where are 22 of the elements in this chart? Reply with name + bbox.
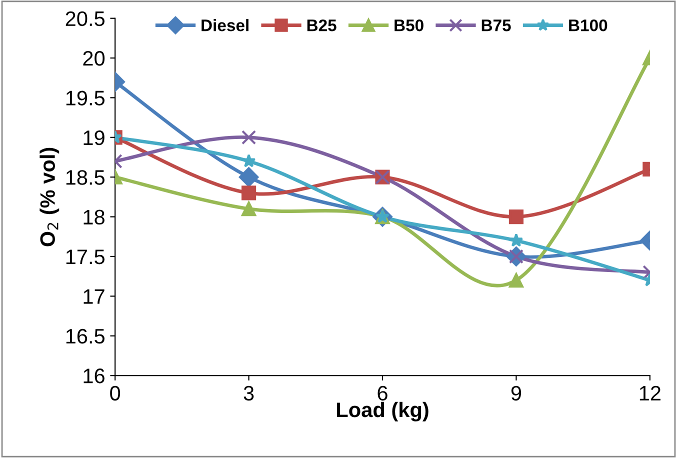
y-tick-label: 16.5 — [66, 328, 104, 344]
y-tick-label: 18 — [84, 210, 104, 225]
legend-label: B50 — [394, 19, 424, 32]
y-tick-label: 19.5 — [66, 90, 104, 106]
y-tick-label: 20.5 — [66, 11, 104, 26]
legend-label: B75 — [482, 20, 511, 32]
y-tick-label: 16 — [84, 368, 104, 384]
x-tick-label: 6 — [378, 386, 388, 401]
legend-label: B100 — [569, 19, 608, 32]
x-tick-label: 0 — [110, 386, 120, 401]
y-axis-title: O$_{2}$ (% vol) — [40, 148, 60, 246]
legend-label: Diesel — [202, 19, 248, 32]
x-tick-label: 9 — [511, 386, 522, 401]
x-axis-title: Load (kg) — [337, 402, 428, 422]
y-tick-label: 19 — [84, 130, 104, 146]
y-tick-label: 17.5 — [66, 250, 104, 264]
y-tick-label: 18.5 — [66, 170, 104, 185]
legend-label: B25 — [307, 19, 336, 32]
x-tick-label: 12 — [640, 386, 660, 400]
x-tick-label: 3 — [244, 386, 254, 401]
y-tick-label: 17 — [84, 289, 104, 304]
y-tick-label: 20 — [83, 51, 105, 66]
